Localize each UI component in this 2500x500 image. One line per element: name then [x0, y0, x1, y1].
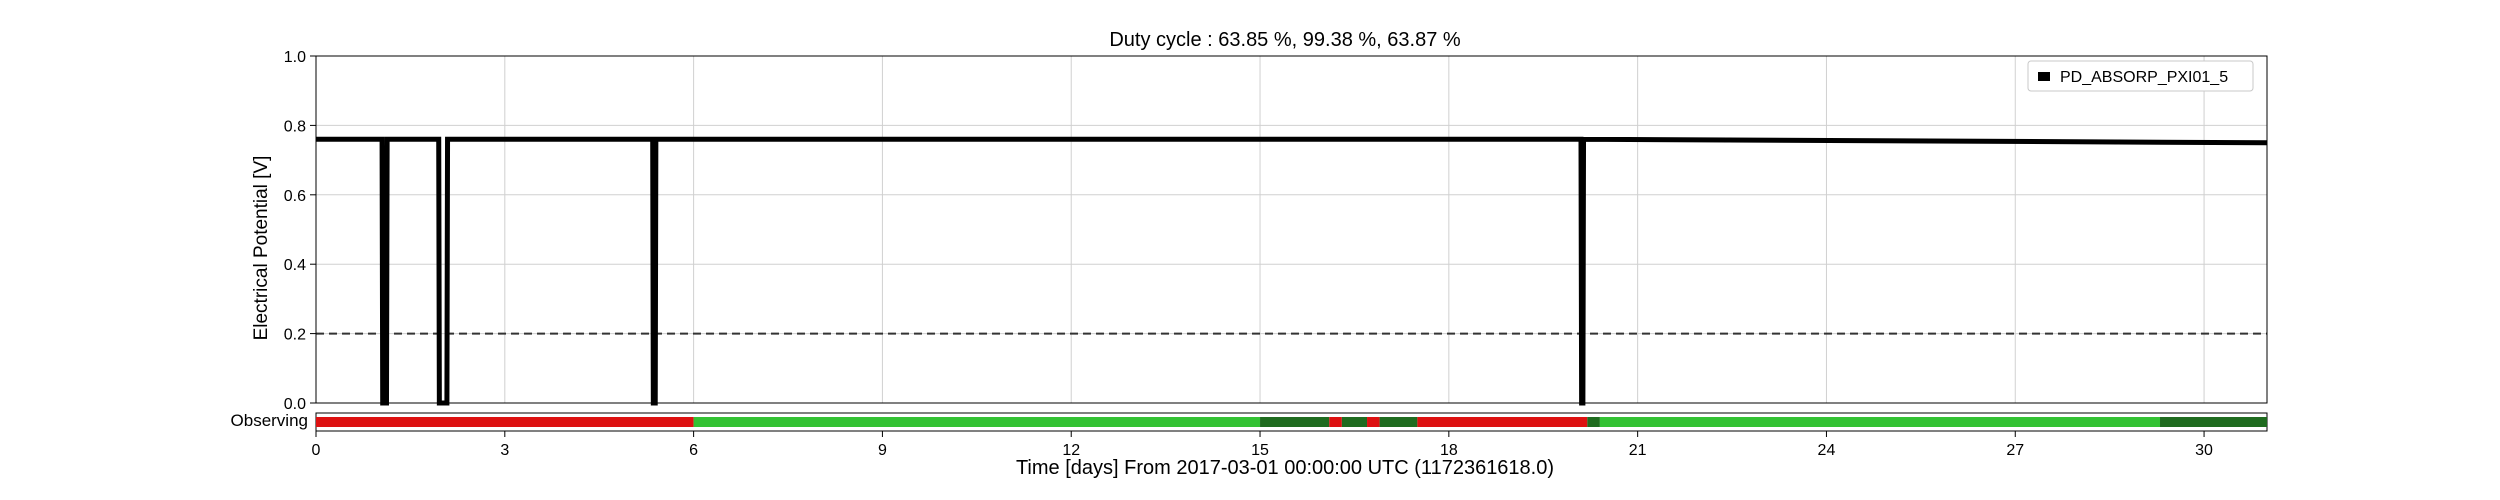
- x-tick-label: 3: [500, 442, 509, 459]
- y-axis-label: Electrical Potential [V]: [251, 156, 272, 341]
- x-tick-label: 24: [1818, 442, 1836, 459]
- y-tick-label: 0.2: [284, 327, 306, 344]
- x-tick-label: 0: [312, 442, 321, 459]
- segment-on_dark: [1260, 417, 1330, 427]
- segment-on_dark: [1587, 417, 1600, 427]
- chart-title: Duty cycle : 63.85 %, 99.38 %, 63.87 %: [1109, 29, 1461, 51]
- segment-off: [1367, 417, 1380, 427]
- segment-bar: [315, 412, 2268, 432]
- legend-swatch: [2038, 72, 2050, 81]
- segment-bar-label: Observing: [231, 411, 308, 430]
- x-axis-label: Time [days] From 2017-03-01 00:00:00 UTC…: [1016, 457, 1554, 479]
- segment-on_dark: [2160, 417, 2267, 427]
- legend: PD_ABSORP_PXI01_5: [2027, 60, 2254, 92]
- segment-on_dark: [1341, 417, 1368, 427]
- x-tick-label: 6: [689, 442, 698, 459]
- y-axis: 0.0 0.2 0.4 0.6 0.8 1.0: [284, 49, 316, 413]
- x-tick-label: 9: [878, 442, 887, 459]
- y-tick-label: 0.6: [284, 188, 306, 205]
- segment-on_dark: [1379, 417, 1418, 427]
- legend-label: PD_ABSORP_PXI01_5: [2060, 69, 2228, 86]
- segment-off: [1417, 417, 1588, 427]
- series-layer: [316, 136, 2268, 406]
- x-tick-label: 12: [1062, 442, 1080, 459]
- y-tick-label: 1.0: [284, 49, 306, 66]
- segment-on: [1599, 417, 2161, 427]
- x-tick-label: 30: [2195, 442, 2213, 459]
- plot-frame: [315, 55, 2268, 404]
- y-tick-label: 0.8: [284, 118, 306, 135]
- segment-off: [1329, 417, 1342, 427]
- segment-off: [316, 417, 694, 427]
- segment-on: [693, 417, 1261, 427]
- x-axis: 0 3 6 9 12 15 18 21 24 27 30: [312, 431, 2213, 459]
- x-tick-label: 27: [2006, 442, 2024, 459]
- legend-box: [2027, 60, 2254, 92]
- series-line: [316, 136, 2268, 406]
- y-tick-label: 0.4: [284, 257, 306, 274]
- x-tick-label: 21: [1629, 442, 1647, 459]
- x-tick-label: 15: [1251, 442, 1269, 459]
- y-tick-label: 0.0: [284, 396, 306, 413]
- x-tick-label: 18: [1440, 442, 1458, 459]
- grid: [315, 55, 2267, 404]
